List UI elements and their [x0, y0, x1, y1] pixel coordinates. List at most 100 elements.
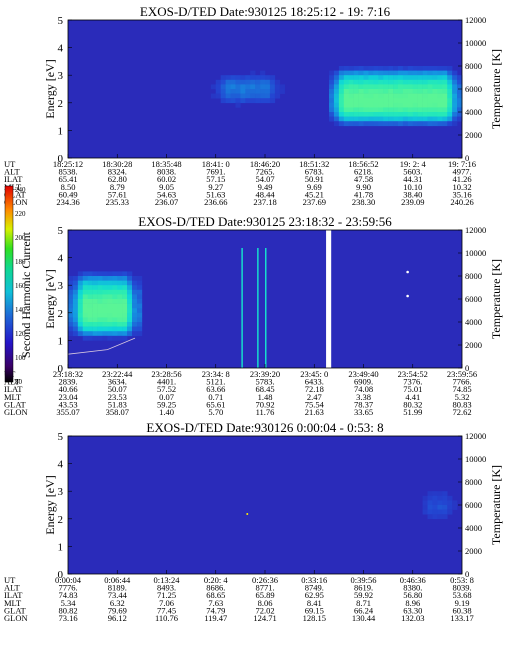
spectrogram-cell	[122, 331, 128, 337]
spectrogram-cell	[402, 116, 409, 122]
spectrogram-cell	[102, 294, 108, 300]
spectrogram-cell	[373, 116, 379, 122]
ephemeris-value: 6218.	[354, 167, 373, 177]
spectrogram-cell	[393, 98, 399, 104]
spectrogram-cell	[97, 326, 103, 332]
spectrogram-cell	[117, 335, 123, 341]
spectrogram-cell	[92, 326, 98, 332]
spectrogram-cell	[269, 75, 276, 81]
spectrogram-cell	[72, 280, 79, 286]
spectrogram-cell	[338, 102, 345, 108]
ephemeris-value: 130.44	[352, 613, 376, 623]
ephemeris-value: 5603.	[403, 167, 422, 177]
spectrogram-cell	[363, 75, 369, 81]
spectrogram-cell	[112, 331, 118, 337]
spectrogram-cell	[329, 89, 335, 94]
y-right-axis-label: Temperature [K]	[489, 49, 503, 129]
spectrogram-cell	[72, 308, 79, 314]
spectrogram-cell	[402, 121, 409, 127]
spectrogram-cell	[437, 70, 443, 76]
spectrogram-cell	[127, 317, 133, 323]
spectrogram-cell	[132, 289, 138, 295]
ephemeris-value: 57.61	[108, 189, 127, 199]
spectrogram-cell	[122, 280, 128, 286]
ephemeris-value: 128.15	[303, 613, 326, 623]
spectrogram-cell	[107, 322, 113, 327]
y-right-axis-label: Temperature [K]	[489, 465, 503, 545]
spectrogram-cell	[274, 79, 281, 85]
spectrogram-cell	[363, 70, 369, 76]
ephemeris-row-label: ALT	[4, 583, 21, 593]
spectrogram-cell	[87, 331, 93, 337]
spectrogram-cell	[240, 79, 246, 85]
spectrogram-cell	[333, 121, 340, 127]
ephemeris-value: 6783.	[305, 167, 324, 177]
spectrogram-cell	[348, 75, 354, 81]
spectrogram-cell	[112, 308, 118, 314]
spectrogram-cell	[77, 308, 84, 314]
ephemeris-value: 0:26:36	[252, 575, 278, 585]
spectrogram-cell	[383, 66, 389, 71]
spectrogram-cell	[136, 331, 143, 337]
spectrogram-cell	[82, 294, 88, 300]
spectrogram-cell	[417, 98, 423, 104]
spectrogram-cell	[343, 107, 350, 113]
spectrogram-cell	[402, 66, 409, 71]
spectrogram-cell	[87, 317, 93, 323]
spectrogram-cell	[329, 93, 335, 99]
spectrogram-cell	[442, 495, 448, 501]
spectrogram-cell	[353, 112, 359, 117]
spectrogram-cell	[358, 75, 364, 81]
spectrogram-cell	[220, 89, 226, 94]
ephemeris-value: 8.50	[61, 182, 76, 192]
y-right-tick-label: 0	[465, 153, 469, 163]
spectrogram-cell	[447, 121, 453, 127]
spectrogram-cell	[452, 98, 458, 104]
colorbar: 240 220 200 180 160 140 120 100 80 Second Harmon…	[4, 185, 33, 386]
spectrogram-cell	[388, 66, 394, 71]
spectrogram-cell	[122, 312, 128, 318]
spectrogram-cell	[417, 102, 423, 108]
ephemeris-value: 19: 2: 4	[400, 159, 427, 169]
spectrogram-cell	[127, 285, 133, 291]
spectrogram-cell	[127, 326, 133, 332]
spectrogram-cell	[388, 84, 394, 90]
ephemeris-value: 80.82	[58, 605, 77, 615]
spectrogram-cell	[230, 89, 236, 94]
spectrogram-cell	[338, 121, 345, 127]
spectrogram-cell	[397, 75, 404, 81]
spectrogram-cell	[437, 66, 443, 71]
ephemeris-value: 0:46:36	[400, 575, 426, 585]
ephemeris-value: 5.34	[61, 598, 77, 608]
spectrogram-cell	[122, 299, 128, 304]
spectrogram-cell	[348, 89, 354, 94]
spectrogram-cell	[230, 75, 236, 81]
ephemeris-value: 18:56:52	[348, 159, 378, 169]
ephemeris-value: 48.44	[255, 189, 275, 199]
spectrogram-cell	[87, 308, 93, 314]
ephemeris-value: 65.41	[58, 174, 77, 184]
spectrogram-cell	[427, 107, 433, 113]
ephemeris-value: 80.32	[403, 399, 422, 409]
spectrogram-cell	[422, 102, 428, 108]
ephemeris-value: 237.69	[303, 197, 326, 207]
spectrogram-cell	[136, 299, 143, 304]
spectrogram-cell	[72, 303, 79, 309]
spectrogram-cell	[422, 70, 428, 76]
spectrogram-cell	[412, 84, 418, 90]
spectrogram-cell	[102, 280, 108, 286]
spectrogram-cell	[368, 84, 374, 90]
y-right-tick-label: 0	[465, 569, 469, 579]
spectrogram-cell	[432, 70, 438, 76]
spectrogram-cell	[122, 335, 128, 341]
spectrogram-cell	[368, 112, 374, 117]
spectrogram-cell	[422, 116, 428, 122]
spectrogram-cell	[338, 79, 345, 85]
spectrogram-cell	[432, 112, 438, 117]
spectrogram-cell	[112, 285, 118, 291]
spectrogram-cell	[117, 299, 123, 304]
spectrogram-cell	[92, 303, 98, 309]
spectrogram-cell	[447, 89, 453, 94]
spectrogram-cell	[457, 79, 463, 85]
panel-2: EXOS-D/TED Date:930125 23:18:32 - 23:59:…	[4, 214, 503, 417]
